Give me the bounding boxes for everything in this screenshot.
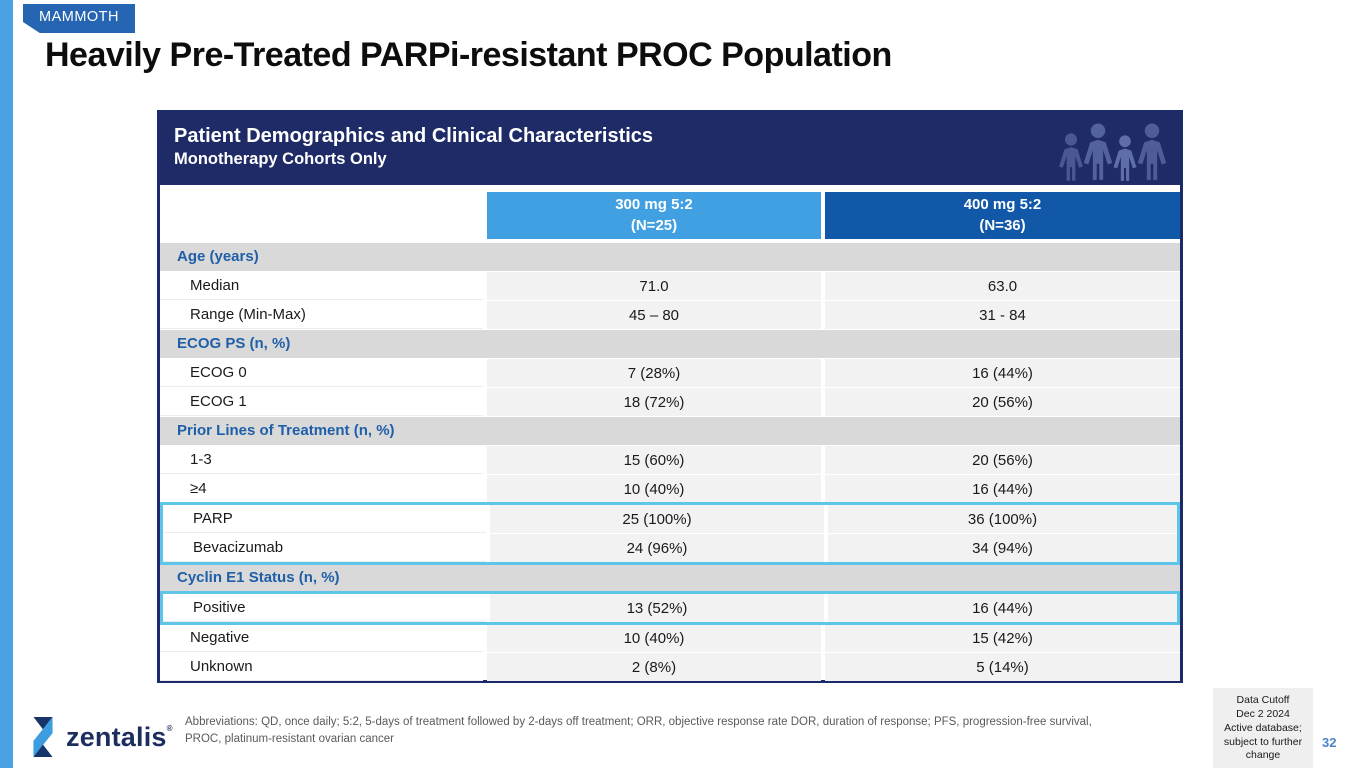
row-label: Bevacizumab <box>163 534 486 562</box>
row-label: PARP <box>163 505 486 533</box>
row-value: 15 (60%) <box>487 446 821 474</box>
row-label: Negative <box>160 624 483 652</box>
row-value: 63.0 <box>825 272 1180 300</box>
section-row-cyclin: Cyclin E1 Status (n, %) <box>160 564 1180 592</box>
row-value: 2 (8%) <box>487 653 821 681</box>
row-value: 24 (96%) <box>490 534 824 562</box>
page-title: Heavily Pre-Treated PARPi-resistant PROC… <box>45 36 892 74</box>
table-row-positive: Positive 13 (52%) 16 (44%) <box>163 594 1177 622</box>
demographics-table-card: Patient Demographics and Clinical Charac… <box>157 110 1183 683</box>
abbreviations-footnote: Abbreviations: QD, once daily; 5:2, 5-da… <box>185 716 1092 745</box>
column-header-n: (N=36) <box>979 216 1026 234</box>
column-header-row: 300 mg 5:2 (N=25) 400 mg 5:2 (N=36) <box>160 192 1180 239</box>
table-subtitle: Monotherapy Cohorts Only <box>174 150 387 168</box>
section-label: Prior Lines of Treatment (n, %) <box>177 422 395 439</box>
table-row-ecog1: ECOG 1 18 (72%) 20 (56%) <box>160 388 1180 416</box>
row-value: 18 (72%) <box>487 388 821 416</box>
row-value: 25 (100%) <box>490 505 824 533</box>
data-cutoff-box: Data Cutoff Dec 2 2024 Active database; … <box>1213 688 1313 768</box>
cutoff-line: Active database; <box>1224 721 1302 734</box>
table-row-parp: PARP 25 (100%) 36 (100%) <box>163 505 1177 533</box>
table-row-negative: Negative 10 (40%) 15 (42%) <box>160 624 1180 652</box>
row-label: ECOG 1 <box>160 388 483 416</box>
highlight-box-positive: Positive 13 (52%) 16 (44%) <box>160 591 1180 625</box>
table-row-bevacizumab: Bevacizumab 24 (96%) 34 (94%) <box>163 534 1177 562</box>
table-body: Age (years) Median 71.0 63.0 Range (Min-… <box>160 243 1180 681</box>
table-row-median: Median 71.0 63.0 <box>160 272 1180 300</box>
empty-corner-cell <box>160 192 483 239</box>
row-value: 16 (44%) <box>825 475 1180 503</box>
section-label: ECOG PS (n, %) <box>177 335 291 352</box>
row-value: 5 (14%) <box>825 653 1180 681</box>
column-header-400mg: 400 mg 5:2 (N=36) <box>825 192 1180 239</box>
people-icon <box>1059 123 1174 185</box>
table-row-range: Range (Min-Max) 45 – 80 31 - 84 <box>160 301 1180 329</box>
section-row-age: Age (years) <box>160 243 1180 271</box>
section-label: Cyclin E1 Status (n, %) <box>177 569 340 586</box>
row-value: 16 (44%) <box>828 594 1177 622</box>
zentalis-logo-icon <box>33 716 53 758</box>
row-value: 10 (40%) <box>487 624 821 652</box>
section-label: Age (years) <box>177 248 259 265</box>
table-header-band: Patient Demographics and Clinical Charac… <box>160 113 1180 185</box>
trademark-mark: ® <box>166 723 173 733</box>
table-row-unknown: Unknown 2 (8%) 5 (14%) <box>160 653 1180 681</box>
row-value: 31 - 84 <box>825 301 1180 329</box>
row-value: 20 (56%) <box>825 388 1180 416</box>
row-value: 34 (94%) <box>828 534 1177 562</box>
row-value: 45 – 80 <box>487 301 821 329</box>
row-value: 7 (28%) <box>487 359 821 387</box>
table-row-ecog0: ECOG 0 7 (28%) 16 (44%) <box>160 359 1180 387</box>
section-row-prior-lines: Prior Lines of Treatment (n, %) <box>160 417 1180 445</box>
table-row-1-3: 1-3 15 (60%) 20 (56%) <box>160 446 1180 474</box>
column-header-n: (N=25) <box>630 216 678 234</box>
row-label: Unknown <box>160 653 483 681</box>
zentalis-logo-text: zentalis® <box>66 721 173 752</box>
row-label: ECOG 0 <box>160 359 483 387</box>
row-value: 13 (52%) <box>490 594 824 622</box>
column-header-dose: 300 mg 5:2 <box>615 196 693 214</box>
section-row-ecog: ECOG PS (n, %) <box>160 330 1180 358</box>
row-label: Positive <box>163 594 486 622</box>
row-value: 71.0 <box>487 272 821 300</box>
row-value: 10 (40%) <box>487 475 821 503</box>
zentalis-logo: zentalis® <box>28 716 173 758</box>
cutoff-line: change <box>1245 749 1281 762</box>
cutoff-line: subject to further <box>1223 735 1303 748</box>
left-accent-stripe <box>0 0 13 768</box>
cutoff-line: Data Cutoff <box>1236 694 1290 706</box>
row-value: 36 (100%) <box>828 505 1177 533</box>
highlight-box-parp-bev: PARP 25 (100%) 36 (100%) Bevacizumab 24 … <box>160 502 1180 565</box>
column-header-dose: 400 mg 5:2 <box>963 196 1042 214</box>
row-label: Range (Min-Max) <box>160 301 483 329</box>
row-label: 1-3 <box>160 446 483 474</box>
page-number: 32 <box>1322 735 1337 750</box>
cutoff-line: Dec 2 2024 <box>1236 707 1290 720</box>
table-title: Patient Demographics and Clinical Charac… <box>174 125 654 147</box>
table-row-ge4: ≥4 10 (40%) 16 (44%) <box>160 475 1180 503</box>
column-header-300mg: 300 mg 5:2 (N=25) <box>487 192 821 239</box>
row-label: ≥4 <box>160 475 483 503</box>
row-value: 20 (56%) <box>825 446 1180 474</box>
row-value: 16 (44%) <box>825 359 1180 387</box>
row-value: 15 (42%) <box>825 624 1180 652</box>
row-label: Median <box>160 272 483 300</box>
study-badge: MAMMOTH <box>23 4 136 33</box>
